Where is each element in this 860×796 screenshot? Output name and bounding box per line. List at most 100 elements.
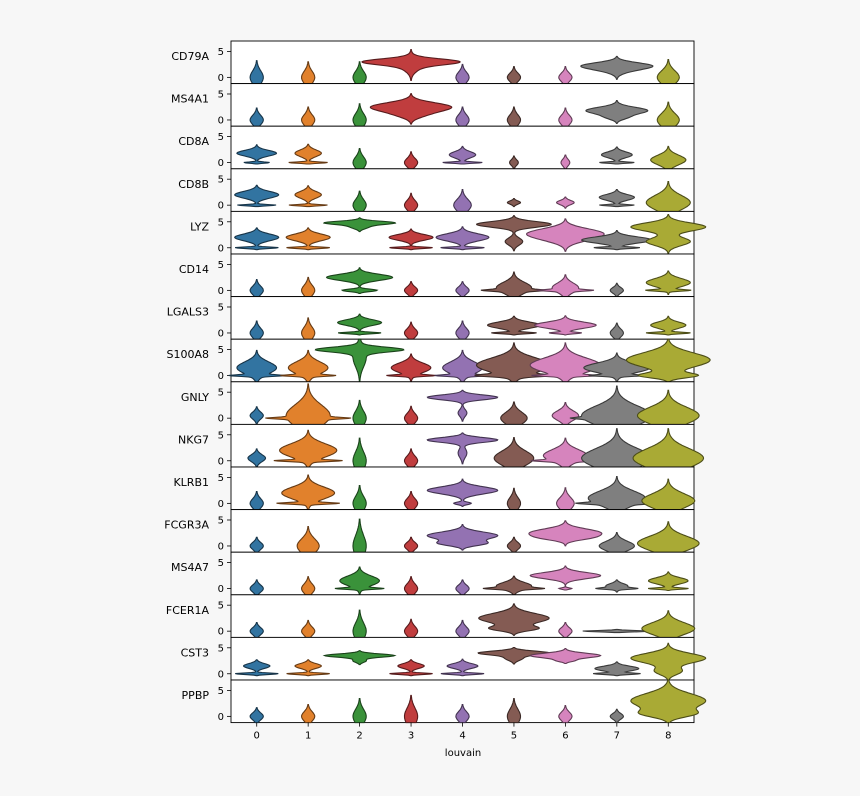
x-tick-label: 3	[408, 731, 414, 742]
y-tick-label: 0	[218, 456, 224, 467]
violin-PPBP-6	[558, 705, 573, 724]
x-tick-label: 2	[356, 731, 362, 742]
y-tick-label: 5	[218, 515, 224, 526]
gene-label: GNLY	[181, 391, 209, 404]
y-tick-label: 0	[218, 73, 224, 84]
x-tick-label: 6	[562, 731, 568, 742]
violin-CD8B-2	[352, 190, 367, 212]
violin-CD14-5	[480, 271, 548, 298]
violin-PPBP-0	[249, 707, 264, 724]
violin-GNLY-3	[403, 405, 419, 425]
violin-CD8A-4	[442, 145, 483, 165]
violin-S100A8-7	[583, 352, 651, 383]
violin-CST3-5	[477, 646, 551, 665]
violin-CD8A-1	[288, 143, 328, 165]
y-tick-label: 0	[218, 286, 224, 297]
violin-CD8B-4	[453, 189, 472, 212]
violin-FCGR3A-4	[426, 523, 499, 551]
violin-KLRB1-6	[556, 487, 575, 511]
violin-KLRB1-2	[352, 485, 367, 511]
violin-LGALS3-0	[249, 320, 264, 340]
gene-label: NKG7	[178, 433, 209, 446]
gene-label: CD8A	[178, 135, 209, 148]
y-tick-label: 5	[218, 643, 224, 654]
y-tick-label: 5	[218, 686, 224, 697]
violin-CD14-1	[301, 276, 316, 298]
violin-LYZ-5	[475, 215, 552, 252]
violin-PPBP-3	[403, 694, 419, 724]
violin-CD8B-5	[506, 198, 522, 208]
y-tick-label: 0	[218, 541, 224, 552]
violin-LGALS3-6	[533, 315, 597, 336]
violin-CD79A-7	[580, 55, 654, 80]
violin-LYZ-2	[323, 217, 397, 233]
violin-MS4A7-0	[249, 579, 264, 596]
violin-CD8A-3	[403, 151, 419, 170]
violin-CD14-7	[609, 282, 624, 298]
violin-KLRB1-8	[641, 478, 696, 511]
gene-label: MS4A7	[171, 561, 209, 574]
violin-CD8A-8	[650, 145, 687, 170]
violin-FCER1A-5	[478, 603, 550, 636]
violin-CD8A-7	[599, 146, 635, 165]
y-tick-label: 0	[218, 371, 224, 382]
violin-PPBP-2	[352, 698, 367, 724]
violin-CD8B-8	[645, 181, 691, 212]
violin-FCER1A-3	[403, 618, 419, 638]
violin-CD8B-3	[403, 192, 419, 212]
violin-MS4A1-1	[301, 106, 316, 127]
gene-label: CD79A	[171, 50, 209, 63]
violin-CST3-7	[593, 661, 641, 677]
violin-PPBP-1	[301, 703, 316, 724]
y-tick-label: 5	[218, 89, 224, 100]
y-tick-label: 5	[218, 47, 224, 58]
violin-MS4A1-7	[585, 100, 649, 125]
violin-S100A8-0	[228, 349, 285, 383]
violin-GNLY-5	[500, 401, 528, 425]
violin-CD8B-0	[234, 184, 280, 208]
violin-CD14-6	[536, 274, 595, 298]
violin-CD79A-6	[558, 66, 573, 85]
violin-MS4A1-6	[558, 107, 573, 127]
x-tick-label: 0	[254, 731, 260, 742]
violin-KLRB1-3	[403, 490, 419, 511]
gene-label: CST3	[181, 646, 209, 659]
violin-MS4A7-4	[455, 579, 470, 596]
gene-label: CD8B	[178, 178, 209, 191]
y-tick-label: 5	[218, 217, 224, 228]
violin-LGALS3-5	[487, 315, 541, 336]
violin-NKG7-2	[352, 437, 367, 468]
violin-NKG7-8	[632, 428, 705, 468]
y-tick-label: 0	[218, 328, 224, 339]
violin-LGALS3-3	[403, 321, 419, 340]
violin-LGALS3-2	[336, 313, 383, 336]
y-tick-label: 0	[218, 712, 224, 723]
violin-S100A8-3	[386, 353, 436, 382]
violin-MS4A1-8	[656, 101, 680, 127]
violin-CD14-0	[249, 279, 264, 298]
violin-CST3-6	[529, 648, 602, 665]
violin-CST3-2	[322, 650, 397, 666]
violin-FCGR3A-2	[352, 518, 367, 553]
violin-GNLY-8	[636, 389, 700, 425]
violin-CD14-3	[403, 281, 419, 298]
violin-MS4A7-8	[647, 571, 689, 592]
violin-FCGR3A-5	[506, 536, 522, 553]
violin-PPBP-7	[609, 708, 624, 724]
violin-CD8A-0	[236, 144, 278, 165]
gene-label: LYZ	[190, 220, 209, 233]
violin-LYZ-8	[630, 214, 707, 255]
x-tick-label: 1	[305, 731, 311, 742]
violin-CD79A-0	[249, 60, 264, 85]
plot-area: CD79A 0 5 MS4A1 0 5 CD8A 0 5 CD8B 0 5 LYZ 0 5 CD14 0 5 LGA…	[164, 40, 711, 742]
y-tick-label: 0	[218, 627, 224, 638]
gene-label: PPBP	[182, 689, 210, 702]
violin-NKG7-0	[247, 448, 267, 468]
violin-MS4A7-3	[403, 576, 419, 596]
violin-KLRB1-5	[506, 487, 522, 511]
violin-MS4A1-3	[369, 93, 453, 125]
violin-LGALS3-1	[301, 317, 316, 340]
violin-CD14-2	[325, 267, 394, 294]
violin-NKG7-3	[403, 448, 419, 468]
violin-NKG7-1	[273, 429, 343, 468]
